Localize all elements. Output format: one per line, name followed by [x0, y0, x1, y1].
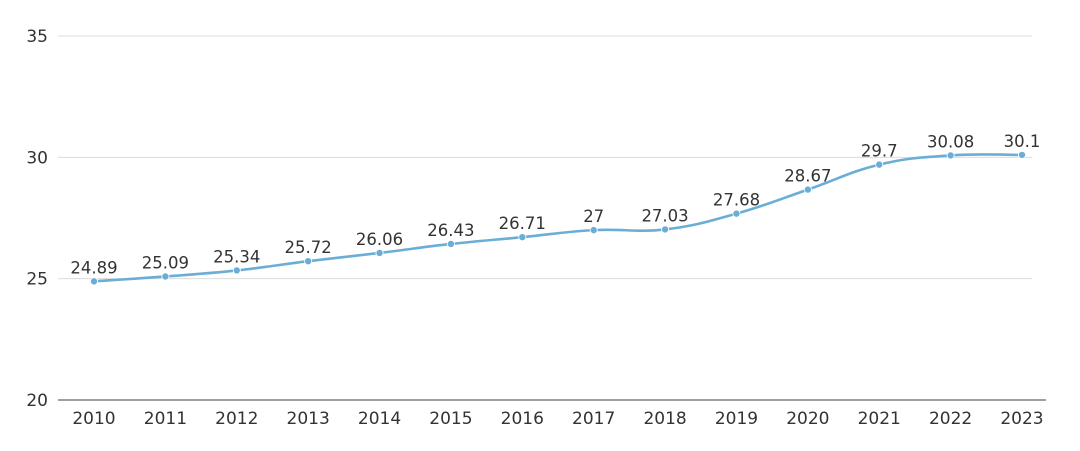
data-label-2012: 25.34 [213, 247, 260, 266]
data-label-2023: 30.1 [1004, 132, 1041, 151]
data-point-2023 [1018, 150, 1027, 159]
data-label-2013: 25.72 [285, 238, 332, 257]
data-point-2014 [375, 248, 384, 257]
data-point-2012 [232, 266, 241, 275]
series-line [92, 153, 1024, 283]
x-tick-label-2021: 2021 [858, 409, 901, 429]
data-point-2018 [661, 225, 670, 234]
data-points [90, 150, 1027, 286]
data-point-2016 [518, 233, 527, 242]
x-tick-label-2022: 2022 [929, 409, 972, 429]
x-tick-label-2010: 2010 [72, 409, 115, 429]
gridlines [58, 35, 1046, 401]
data-point-2013 [304, 257, 313, 266]
data-label-2021: 29.7 [861, 142, 898, 161]
data-point-2022 [946, 151, 955, 160]
data-point-2015 [446, 239, 455, 248]
data-point-2020 [803, 185, 812, 194]
data-label-2011: 25.09 [142, 253, 189, 272]
data-label-2020: 28.67 [784, 167, 831, 186]
x-tick-label-2023: 2023 [1000, 409, 1043, 429]
data-label-2019: 27.68 [713, 191, 760, 210]
data-label-2018: 27.03 [641, 206, 688, 225]
data-point-2021 [875, 160, 884, 169]
x-axis-ticks: 2010 2011 2012 2013 2014 2015 2016 2017 2018 2019… [72, 409, 1043, 429]
data-label-2010: 24.89 [70, 258, 117, 277]
y-tick-label-35: 35 [26, 27, 48, 47]
x-tick-label-2012: 2012 [215, 409, 258, 429]
series-line-group [92, 153, 1024, 283]
data-label-2015: 26.43 [427, 221, 474, 240]
x-tick-label-2015: 2015 [429, 409, 472, 429]
y-tick-label-30: 30 [26, 148, 48, 168]
data-label-2016: 26.71 [499, 214, 546, 233]
x-tick-label-2020: 2020 [786, 409, 829, 429]
y-axis-ticks: 20 25 30 35 [26, 27, 48, 411]
data-labels: 24.89 25.09 25.34 25.72 26.06 26.43 26.71 27 27.… [70, 132, 1040, 277]
x-tick-label-2013: 2013 [287, 409, 330, 429]
data-point-2011 [161, 272, 170, 281]
x-tick-label-2016: 2016 [501, 409, 544, 429]
data-label-2014: 26.06 [356, 230, 403, 249]
data-point-2017 [589, 226, 598, 235]
x-tick-label-2018: 2018 [643, 409, 686, 429]
data-label-2022: 30.08 [927, 132, 974, 151]
data-point-2019 [732, 209, 741, 218]
x-tick-label-2017: 2017 [572, 409, 615, 429]
x-tick-label-2011: 2011 [144, 409, 187, 429]
data-point-2010 [90, 277, 99, 286]
x-tick-label-2019: 2019 [715, 409, 758, 429]
x-tick-label-2014: 2014 [358, 409, 401, 429]
y-tick-label-20: 20 [26, 391, 48, 411]
y-tick-label-25: 25 [26, 270, 48, 290]
data-label-2017: 27 [583, 207, 604, 226]
